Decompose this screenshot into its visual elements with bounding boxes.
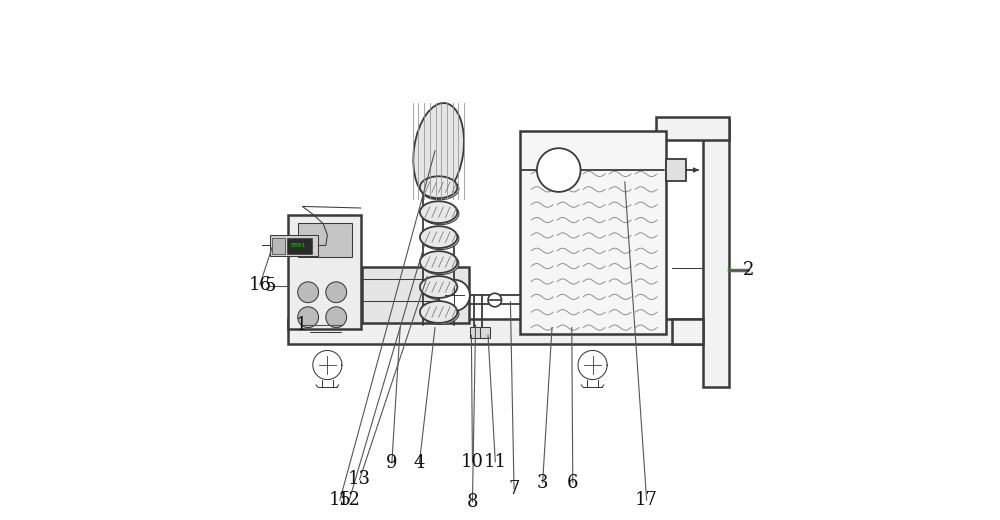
Ellipse shape — [420, 301, 457, 323]
Bar — [666, 159, 686, 181]
Ellipse shape — [421, 253, 459, 275]
Text: 11: 11 — [484, 453, 507, 471]
Circle shape — [326, 307, 347, 328]
Bar — [703, 120, 729, 387]
Bar — [520, 131, 666, 334]
Text: 7: 7 — [508, 480, 520, 498]
Bar — [672, 319, 703, 344]
Ellipse shape — [421, 203, 459, 225]
Bar — [480, 327, 490, 338]
Bar — [470, 327, 480, 338]
Circle shape — [326, 282, 347, 303]
Text: 12: 12 — [338, 491, 361, 509]
Bar — [272, 238, 285, 254]
Bar — [288, 215, 361, 329]
Text: 3: 3 — [537, 474, 548, 491]
Text: 9: 9 — [386, 454, 398, 472]
Text: 1: 1 — [296, 316, 307, 334]
Ellipse shape — [420, 176, 457, 198]
Text: 4: 4 — [414, 454, 425, 472]
Text: 15: 15 — [328, 491, 351, 509]
Text: 13: 13 — [348, 471, 371, 488]
Text: 8881: 8881 — [291, 243, 306, 249]
Ellipse shape — [413, 103, 464, 199]
Text: 2: 2 — [743, 262, 754, 279]
Bar — [362, 267, 469, 323]
Bar — [270, 235, 318, 256]
Circle shape — [298, 307, 319, 328]
Circle shape — [439, 280, 470, 311]
Ellipse shape — [421, 278, 459, 300]
Text: 6: 6 — [567, 474, 579, 491]
Text: 16: 16 — [248, 276, 271, 294]
Text: 17: 17 — [635, 491, 658, 509]
Ellipse shape — [421, 228, 459, 250]
Ellipse shape — [421, 178, 459, 200]
Ellipse shape — [420, 276, 457, 298]
Ellipse shape — [420, 226, 457, 248]
Text: 8: 8 — [467, 493, 478, 511]
Ellipse shape — [420, 251, 457, 273]
Circle shape — [537, 148, 581, 192]
Circle shape — [488, 293, 502, 307]
Bar — [288, 319, 712, 344]
Text: 5: 5 — [264, 277, 276, 295]
Bar — [656, 117, 729, 140]
Text: 10: 10 — [461, 453, 484, 471]
Bar — [298, 223, 352, 257]
Ellipse shape — [420, 201, 457, 223]
Ellipse shape — [421, 303, 459, 324]
Circle shape — [298, 282, 319, 303]
Bar — [287, 238, 312, 254]
